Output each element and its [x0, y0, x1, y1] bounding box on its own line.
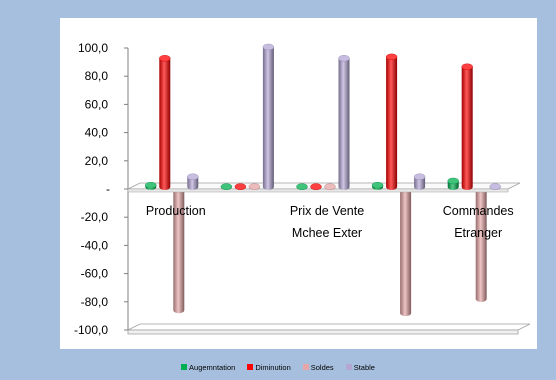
- bar-cap: [461, 63, 473, 70]
- y-tick-label: 60,0: [85, 97, 109, 111]
- bar-soldes-2: [324, 183, 336, 190]
- floor-edge: [127, 329, 519, 335]
- bar-chart: 100,0 80,0 60,0 40,0 20,0 - -20,0 -40,0 -60,0 -80…: [74, 41, 531, 337]
- category-label: Etranger: [454, 226, 502, 240]
- bar-diminution-1: [234, 183, 247, 190]
- bar-cap: [385, 53, 398, 61]
- y-tick-label: 40,0: [85, 126, 109, 140]
- bar-soldes-4: [475, 183, 487, 302]
- legend-swatch: [302, 364, 309, 370]
- bar-body: [414, 176, 426, 190]
- zero-plane: [127, 182, 521, 193]
- bar-diminution-3: [385, 53, 398, 191]
- bar-diminution-4: [461, 63, 473, 190]
- bar-cap: [310, 183, 322, 190]
- bar-cap: [248, 183, 261, 190]
- bar-stable-1: [262, 43, 275, 190]
- legend-label: Stable: [353, 362, 375, 372]
- category-label: Mchee Exter: [292, 226, 362, 240]
- y-axis: 100,0 80,0 60,0 40,0 20,0 - -20,0 -40,0 -60,0 -80…: [74, 41, 129, 337]
- y-tick-label: -100,0: [74, 323, 108, 337]
- bars-above-zero: [145, 43, 501, 191]
- bar-cap: [489, 183, 501, 190]
- bar-augemntation-1: [220, 183, 233, 190]
- legend-label: Diminution: [255, 362, 291, 372]
- bar-cap: [145, 181, 157, 189]
- bar-stable-3: [413, 173, 426, 190]
- legend-label: Augemntation: [189, 362, 236, 372]
- chart-floor: [127, 323, 531, 335]
- bar-stable-2: [338, 55, 350, 190]
- category-label: Commandes: [443, 204, 514, 218]
- bar-augemntation-0: [145, 181, 157, 190]
- zero-plane-top: [127, 182, 521, 190]
- bar-cap: [413, 173, 426, 180]
- legend-entry-stable: Stable: [345, 362, 375, 372]
- legend-entry-diminution: Diminution: [247, 362, 291, 372]
- y-tick-label: -60,0: [81, 267, 109, 281]
- bar-cap: [187, 173, 199, 180]
- bar-augemntation-2: [296, 183, 308, 190]
- bar-cap: [220, 183, 233, 190]
- y-tick-label: -: [106, 182, 110, 196]
- legend: Augemntation Diminution Soldes Stable: [0, 360, 556, 374]
- plot-panel: 100,0 80,0 60,0 40,0 20,0 - -20,0 -40,0 -60,0 -80…: [60, 18, 537, 349]
- bar-body: [461, 66, 473, 190]
- legend-swatch: [345, 364, 352, 370]
- y-tick-label: 20,0: [85, 154, 109, 168]
- bar-cap: [324, 183, 336, 190]
- legend-entry-soldes: Soldes: [302, 362, 334, 372]
- bar-body: [386, 56, 398, 191]
- floor-slab: [127, 323, 531, 331]
- bar-cap: [234, 183, 247, 190]
- legend-swatch: [247, 364, 254, 370]
- bar-cap: [447, 177, 459, 185]
- bar-cap: [262, 43, 275, 51]
- y-tick-label: 80,0: [85, 69, 109, 83]
- bar-cap: [159, 55, 171, 62]
- bar-soldes-1: [248, 183, 261, 190]
- bars-below-zero: [173, 183, 487, 317]
- bar-body: [159, 58, 171, 190]
- category-labels: Production Prix de Vente Mchee Exter Comman…: [146, 204, 514, 240]
- legend-label: Soldes: [310, 362, 334, 372]
- bar-body: [475, 187, 487, 302]
- bar-cap: [296, 183, 308, 190]
- bar-augemntation-3: [371, 181, 384, 190]
- bar-body: [173, 187, 185, 314]
- bar-body: [338, 58, 350, 190]
- y-tick-label: 100,0: [78, 41, 108, 55]
- bar-body: [400, 187, 412, 317]
- bar-stable-4: [489, 183, 501, 190]
- y-tick-label: -40,0: [81, 238, 109, 252]
- bar-soldes-3: [399, 183, 412, 317]
- y-tick-label: -80,0: [81, 295, 109, 309]
- bar-diminution-2: [310, 183, 322, 190]
- legend-swatch: [181, 364, 188, 370]
- bar-body: [187, 176, 199, 190]
- bar-stable-0: [187, 173, 199, 190]
- category-label: Production: [146, 204, 206, 218]
- legend-entry-augemntation: Augemntation: [181, 363, 235, 372]
- bar-augemntation-4: [447, 177, 459, 190]
- bar-diminution-0: [159, 55, 171, 190]
- category-label: Prix de Vente: [290, 204, 364, 218]
- bar-cap: [371, 181, 384, 189]
- bar-body: [262, 47, 274, 190]
- y-tick-label: -20,0: [81, 210, 109, 224]
- bar-cap: [338, 55, 350, 62]
